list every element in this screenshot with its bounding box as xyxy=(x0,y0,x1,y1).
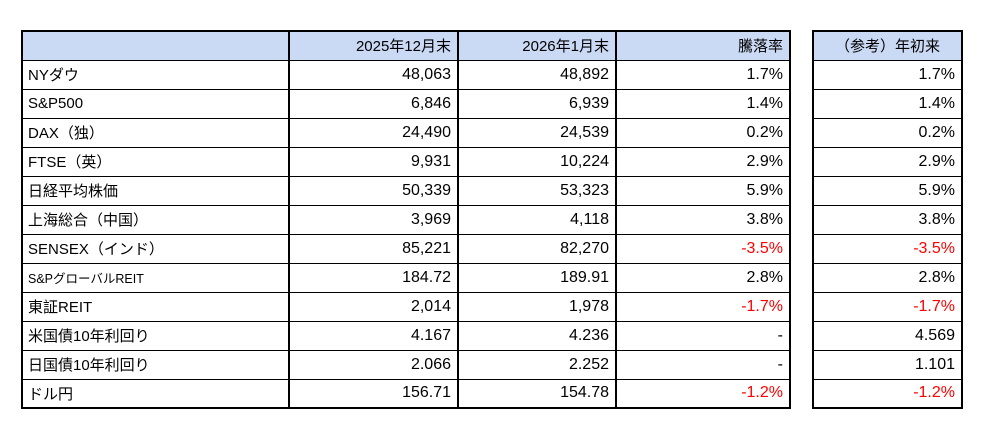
table-row: NYダウ 48,063 48,892 1.7% xyxy=(21,59,791,90)
table-row: 4.569 xyxy=(812,320,963,351)
table-row: -3.5% xyxy=(812,233,963,264)
table-row: 日国債10年利回り 2.066 2.252 - xyxy=(21,349,791,380)
table-row: ドル円 156.71 154.78 -1.2% xyxy=(21,378,791,409)
table-row: 1.4% xyxy=(812,88,963,119)
row-label: 日国債10年利回り xyxy=(21,349,290,380)
value-jan: 48,892 xyxy=(457,59,617,90)
value-ytd: 2.8% xyxy=(812,262,963,293)
value-dec: 156.71 xyxy=(288,378,459,409)
corner-cell xyxy=(21,30,290,61)
row-label: 日経平均株価 xyxy=(21,175,290,206)
value-change: -1.2% xyxy=(615,378,791,409)
table-row: 日経平均株価 50,339 53,323 5.9% xyxy=(21,175,791,206)
value-dec: 9,931 xyxy=(288,146,459,177)
header-row: 2025年12月末 2026年1月末 騰落率 xyxy=(21,30,791,61)
header-row: （参考）年初来 xyxy=(812,30,963,61)
value-ytd: -3.5% xyxy=(812,233,963,264)
value-ytd: 1.101 xyxy=(812,349,963,380)
value-change: 0.2% xyxy=(615,117,791,148)
table-row: 0.2% xyxy=(812,117,963,148)
value-change: - xyxy=(615,349,791,380)
value-change: - xyxy=(615,320,791,351)
row-label: S&PグローバルREIT xyxy=(21,262,290,293)
row-label: ドル円 xyxy=(21,378,290,409)
value-change: -1.7% xyxy=(615,291,791,322)
value-jan: 4.236 xyxy=(457,320,617,351)
value-ytd: 5.9% xyxy=(812,175,963,206)
value-jan: 10,224 xyxy=(457,146,617,177)
value-dec: 2,014 xyxy=(288,291,459,322)
value-change: 5.9% xyxy=(615,175,791,206)
table-row: 2.9% xyxy=(812,146,963,177)
table-row: 1.101 xyxy=(812,349,963,380)
value-change: -3.5% xyxy=(615,233,791,264)
col-header-dec-end: 2025年12月末 xyxy=(288,30,459,61)
value-ytd: 1.4% xyxy=(812,88,963,119)
value-change: 3.8% xyxy=(615,204,791,235)
value-jan: 4,118 xyxy=(457,204,617,235)
value-jan: 24,539 xyxy=(457,117,617,148)
value-dec: 184.72 xyxy=(288,262,459,293)
value-change: 2.8% xyxy=(615,262,791,293)
value-dec: 50,339 xyxy=(288,175,459,206)
table-row: 5.9% xyxy=(812,175,963,206)
row-label: NYダウ xyxy=(21,59,290,90)
value-ytd: 2.9% xyxy=(812,146,963,177)
value-change: 1.4% xyxy=(615,88,791,119)
value-jan: 6,939 xyxy=(457,88,617,119)
value-jan: 154.78 xyxy=(457,378,617,409)
reference-ytd-table: （参考）年初来 1.7% 1.4% 0.2% 2.9% 5.9% 3.8% -3… xyxy=(812,30,963,409)
col-header-jan-end: 2026年1月末 xyxy=(457,30,617,61)
value-ytd: 1.7% xyxy=(812,59,963,90)
row-label: DAX（独） xyxy=(21,117,290,148)
table-row: SENSEX（インド） 85,221 82,270 -3.5% xyxy=(21,233,791,264)
table-row: DAX（独） 24,490 24,539 0.2% xyxy=(21,117,791,148)
table-row: FTSE（英） 9,931 10,224 2.9% xyxy=(21,146,791,177)
col-header-change: 騰落率 xyxy=(615,30,791,61)
table-row: S&PグローバルREIT 184.72 189.91 2.8% xyxy=(21,262,791,293)
value-dec: 4.167 xyxy=(288,320,459,351)
value-change: 1.7% xyxy=(615,59,791,90)
row-label: 東証REIT xyxy=(21,291,290,322)
value-dec: 24,490 xyxy=(288,117,459,148)
table-row: -1.2% xyxy=(812,378,963,409)
row-label: FTSE（英） xyxy=(21,146,290,177)
value-dec: 48,063 xyxy=(288,59,459,90)
table-row: 2.8% xyxy=(812,262,963,293)
table-row: 米国債10年利回り 4.167 4.236 - xyxy=(21,320,791,351)
value-jan: 1,978 xyxy=(457,291,617,322)
value-ytd: -1.2% xyxy=(812,378,963,409)
table-row: 上海総合（中国） 3,969 4,118 3.8% xyxy=(21,204,791,235)
col-header-ytd-reference: （参考）年初来 xyxy=(812,30,963,61)
market-table: 2025年12月末 2026年1月末 騰落率 NYダウ 48,063 48,89… xyxy=(21,30,791,409)
row-label: SENSEX（インド） xyxy=(21,233,290,264)
value-ytd: -1.7% xyxy=(812,291,963,322)
row-label: 上海総合（中国） xyxy=(21,204,290,235)
value-jan: 82,270 xyxy=(457,233,617,264)
value-dec: 85,221 xyxy=(288,233,459,264)
value-ytd: 4.569 xyxy=(812,320,963,351)
row-label: S&P500 xyxy=(21,88,290,119)
table-row: 東証REIT 2,014 1,978 -1.7% xyxy=(21,291,791,322)
table-row: 1.7% xyxy=(812,59,963,90)
row-label: 米国債10年利回り xyxy=(21,320,290,351)
value-jan: 2.252 xyxy=(457,349,617,380)
value-dec: 6,846 xyxy=(288,88,459,119)
value-ytd: 3.8% xyxy=(812,204,963,235)
table-row: S&P500 6,846 6,939 1.4% xyxy=(21,88,791,119)
value-jan: 53,323 xyxy=(457,175,617,206)
value-dec: 2.066 xyxy=(288,349,459,380)
value-jan: 189.91 xyxy=(457,262,617,293)
value-change: 2.9% xyxy=(615,146,791,177)
table-row: 3.8% xyxy=(812,204,963,235)
table-row: -1.7% xyxy=(812,291,963,322)
value-ytd: 0.2% xyxy=(812,117,963,148)
value-dec: 3,969 xyxy=(288,204,459,235)
